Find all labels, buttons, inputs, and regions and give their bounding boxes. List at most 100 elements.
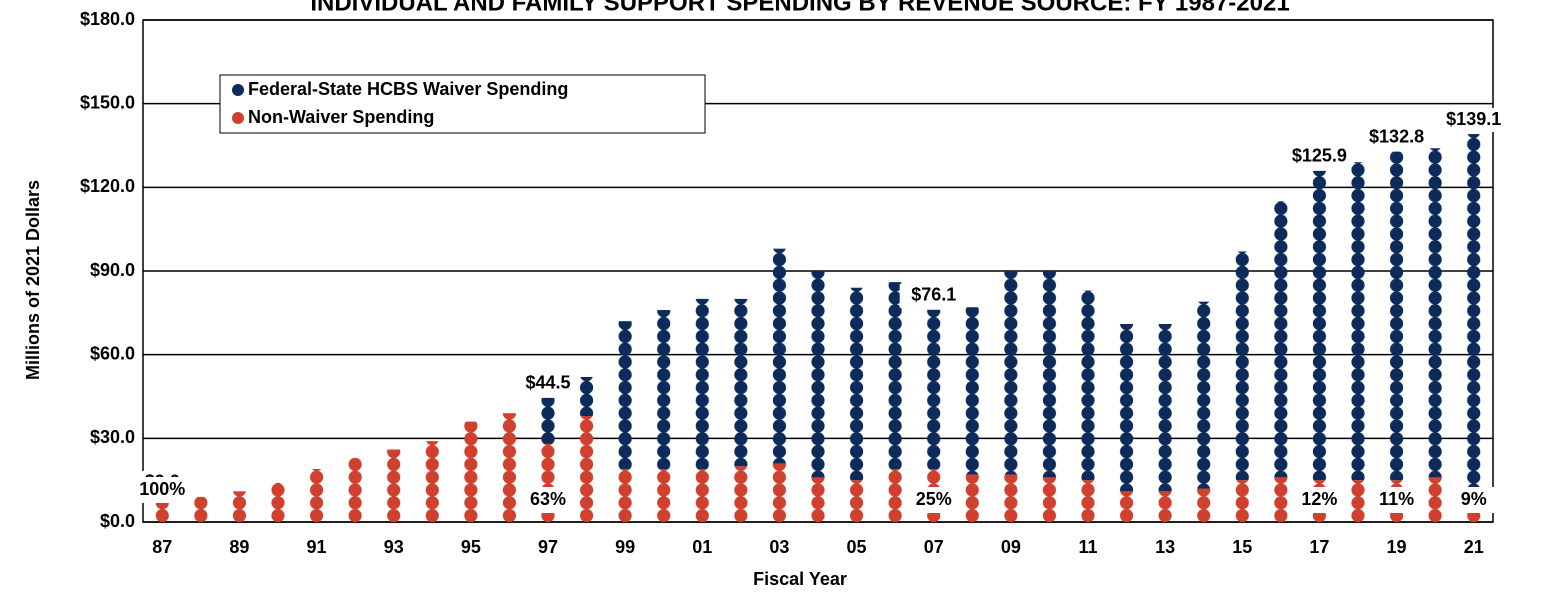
dot-bar-segment	[1351, 162, 1365, 481]
dot-bar-segment	[1042, 477, 1057, 522]
dot-bar-segment	[193, 496, 208, 522]
dot-bar-segment	[811, 477, 825, 522]
dot-bar-segment	[849, 480, 864, 522]
dot-bar-segment	[1273, 201, 1288, 478]
dot-bar-segment	[502, 413, 517, 522]
dot-bar-segment	[618, 321, 633, 470]
dot-bar-segment	[965, 474, 980, 522]
legend-box	[219, 74, 706, 134]
dot-bar-segment	[1119, 323, 1134, 492]
dot-bar-segment	[1158, 491, 1173, 522]
legend-marker	[232, 84, 244, 96]
x-tick-label: 89	[229, 537, 249, 557]
y-tick-label: $120.0	[80, 176, 135, 196]
share-label: 9%	[1461, 489, 1487, 509]
dot-bar-segment	[1428, 148, 1443, 478]
x-tick-label: 93	[384, 537, 404, 557]
dot-bar-segment	[1351, 480, 1365, 522]
x-tick-label: 19	[1387, 537, 1407, 557]
label-background	[1362, 125, 1431, 150]
dot-bar-segment	[1312, 170, 1327, 481]
x-tick-label: 95	[461, 537, 481, 557]
dot-bar-segment	[1428, 477, 1443, 522]
label-background	[1439, 108, 1508, 133]
dot-bar-segment	[1081, 290, 1095, 481]
dot-bar-segment	[1466, 134, 1481, 488]
dot-bar-segment	[155, 496, 170, 522]
legend-label: Federal-State HCBS Waiver Spending	[248, 79, 568, 99]
x-tick-label: 91	[307, 537, 327, 557]
share-label: 12%	[1301, 489, 1337, 509]
x-axis-title: Fiscal Year	[753, 569, 847, 589]
dot-bar-segment	[579, 416, 594, 522]
x-tick-label: 99	[615, 537, 635, 557]
dot-bar-segment	[386, 449, 401, 522]
share-label: 63%	[530, 489, 566, 509]
dot-bar-segment	[772, 248, 787, 464]
x-tick-label: 21	[1464, 537, 1484, 557]
chart-title: INDIVIDUAL AND FAMILY SUPPORT SPENDING B…	[310, 0, 1289, 16]
share-label: 11%	[1379, 489, 1414, 509]
dot-bar-segment	[965, 307, 980, 475]
y-tick-label: $90.0	[90, 260, 135, 280]
dot-bar-segment	[1003, 271, 1018, 475]
dot-bar-segment	[733, 298, 748, 467]
share-label: 25%	[916, 489, 952, 509]
dot-bar-segment	[348, 457, 363, 522]
y-tick-label: $0.0	[100, 511, 135, 531]
label-background	[1446, 487, 1501, 513]
x-tick-label: 09	[1001, 537, 1021, 557]
total-label: $76.1	[911, 285, 956, 305]
dot-bar-segment	[811, 271, 825, 478]
dot-bar-segment	[733, 466, 748, 522]
x-tick-label: 15	[1232, 537, 1252, 557]
dot-bar-segment	[1003, 474, 1018, 522]
total-label: $139.1	[1446, 109, 1501, 129]
legend-marker	[232, 112, 244, 124]
dot-bar-segment	[849, 287, 864, 481]
dot-bar-segment	[579, 376, 594, 417]
x-tick-label: 01	[692, 537, 712, 557]
y-tick-label: $180.0	[80, 9, 135, 29]
dot-bar-segment	[656, 310, 671, 470]
y-axis-title: Millions of 2021 Dollars	[23, 180, 43, 380]
dot-bar-segment	[1235, 480, 1250, 522]
dot-bar-segment	[656, 469, 671, 522]
x-tick-label: 07	[924, 537, 944, 557]
dot-bar-segment	[618, 469, 633, 522]
dot-bar-segment	[425, 441, 440, 522]
dot-bar-segment	[1273, 477, 1288, 522]
label-background	[521, 487, 575, 513]
dot-bar-segment	[1389, 151, 1404, 481]
label-background	[135, 477, 190, 503]
dot-bar-segment	[1042, 271, 1057, 478]
total-label: $125.9	[1292, 146, 1347, 166]
label-background	[1369, 487, 1424, 513]
dot-bar-segment	[695, 298, 710, 470]
x-tick-label: 97	[538, 537, 558, 557]
y-tick-label: $60.0	[90, 343, 135, 363]
dot-bar-segment	[541, 397, 555, 444]
dot-bar-segment	[1196, 488, 1211, 522]
x-tick-label: 11	[1078, 537, 1097, 557]
total-label: $44.5	[525, 373, 570, 393]
dot-bar-segment	[926, 309, 941, 470]
legend-label: Non-Waiver Spending	[248, 107, 434, 127]
dot-bar-segment	[772, 463, 787, 522]
dot-bar-segment	[1081, 480, 1095, 522]
total-label: $132.8	[1369, 126, 1424, 146]
dot-bar-segment	[888, 469, 903, 522]
x-tick-label: 17	[1309, 537, 1329, 557]
dot-bar-segment	[309, 469, 324, 522]
x-tick-label: 05	[847, 537, 867, 557]
label-background	[906, 487, 961, 513]
dot-bar-segment	[463, 421, 478, 522]
dot-bar-segment	[1235, 251, 1250, 481]
y-tick-label: $150.0	[80, 92, 135, 112]
dot-bar-segment	[271, 482, 285, 522]
label-background	[1285, 144, 1354, 169]
x-tick-label: 03	[769, 537, 789, 557]
dot-bar-segment	[1196, 301, 1211, 489]
dot-bar-segment	[232, 491, 247, 522]
